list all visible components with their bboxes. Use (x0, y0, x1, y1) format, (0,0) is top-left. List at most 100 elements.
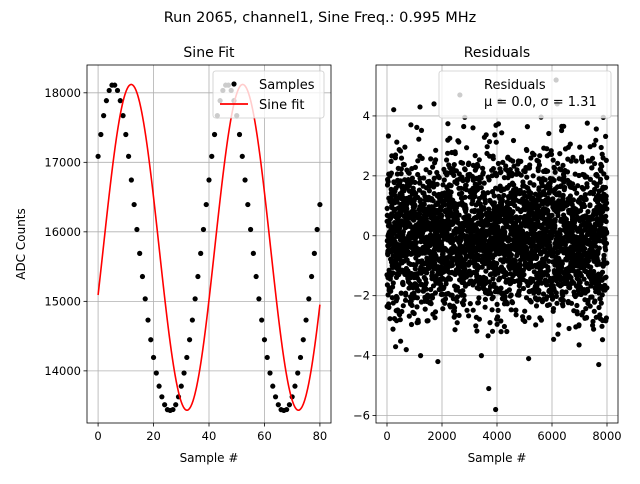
residual-point (417, 180, 423, 186)
sample-point (148, 337, 154, 343)
residual-point (597, 176, 604, 182)
residual-point (460, 224, 466, 230)
residual-point (472, 153, 478, 159)
residual-point (442, 300, 448, 306)
residual-point (568, 300, 575, 306)
residual-point (603, 133, 609, 139)
residual-point (398, 171, 404, 177)
residual-point (397, 148, 404, 154)
sample-point (98, 131, 104, 138)
residual-point (518, 172, 524, 178)
residual-point (431, 101, 437, 107)
residual-point (597, 312, 603, 318)
residual-point (448, 183, 454, 189)
residuals-ytick-label: −6 (353, 409, 370, 423)
residual-point (491, 281, 497, 287)
residual-point (575, 183, 581, 189)
residual-point (603, 213, 609, 219)
residual-point (497, 275, 503, 281)
residual-point (589, 294, 595, 300)
legend-sine-fit-label: Sine fit (259, 98, 305, 113)
residual-point (428, 301, 434, 307)
residual-point (393, 344, 399, 350)
residuals-ytick-label: 4 (363, 109, 370, 123)
residual-outlier-point (486, 385, 492, 392)
residual-point (489, 307, 495, 313)
residual-point (512, 258, 519, 264)
residual-point (462, 194, 468, 200)
residual-point (419, 155, 425, 161)
residual-point (550, 306, 557, 312)
residual-point (400, 303, 406, 309)
residual-point (394, 295, 400, 301)
residual-point (484, 144, 490, 150)
residual-point (546, 130, 552, 137)
residual-point (507, 167, 513, 173)
sine-fit-xtick-label: 40 (202, 429, 217, 443)
residual-point (451, 162, 457, 168)
residual-point (493, 173, 500, 179)
residual-point (524, 147, 530, 153)
residual-point (481, 206, 487, 212)
residual-point (476, 253, 482, 259)
residual-point (440, 250, 446, 257)
residual-point (587, 176, 594, 182)
sample-point (259, 317, 265, 323)
residual-point (590, 216, 596, 222)
residual-point (581, 203, 588, 209)
sample-point (306, 296, 312, 302)
residual-point (552, 169, 558, 175)
residual-point (406, 285, 412, 291)
residual-point (577, 144, 583, 150)
residual-point (406, 170, 412, 176)
residual-point (476, 157, 482, 163)
residual-point (585, 288, 591, 294)
residual-point (511, 182, 517, 188)
residual-point (407, 281, 413, 287)
residual-point (546, 258, 552, 264)
residual-point (589, 165, 595, 171)
residual-point (530, 173, 536, 179)
sample-point (209, 153, 215, 159)
residual-point (385, 179, 391, 185)
residual-point (390, 280, 396, 286)
residual-point (574, 302, 580, 309)
sample-point (156, 383, 162, 389)
residual-point (461, 292, 467, 299)
residual-point (526, 315, 532, 321)
residual-point (593, 137, 599, 143)
residual-point (430, 164, 436, 170)
sample-point (101, 113, 107, 119)
residual-point (444, 157, 450, 163)
residual-point (599, 323, 605, 329)
residual-point (416, 187, 422, 193)
residual-point (599, 163, 605, 169)
residual-point (451, 172, 457, 178)
residual-point (544, 228, 550, 234)
residual-point (432, 309, 439, 315)
residual-point (482, 200, 488, 206)
legend-residuals-label: Residuals (484, 78, 546, 93)
sample-point (300, 337, 306, 343)
residual-point (603, 157, 609, 163)
residuals-title: Residuals (464, 45, 530, 61)
residual-point (596, 304, 602, 311)
residual-point (511, 163, 517, 169)
residual-point (573, 158, 579, 164)
sine-fit-legend-box (212, 70, 325, 119)
residual-point (527, 162, 533, 168)
residual-point (536, 287, 542, 293)
residual-point (386, 304, 392, 310)
residual-point (592, 227, 598, 233)
residual-point (522, 318, 528, 324)
residual-point (495, 307, 501, 313)
residual-point (531, 182, 537, 188)
residual-point (431, 175, 437, 181)
residual-point (511, 202, 518, 209)
residual-point (498, 318, 504, 324)
residual-point (537, 153, 543, 159)
residual-point (449, 262, 455, 268)
residual-point (419, 281, 425, 287)
residual-point (491, 193, 497, 199)
residual-point (506, 287, 512, 293)
